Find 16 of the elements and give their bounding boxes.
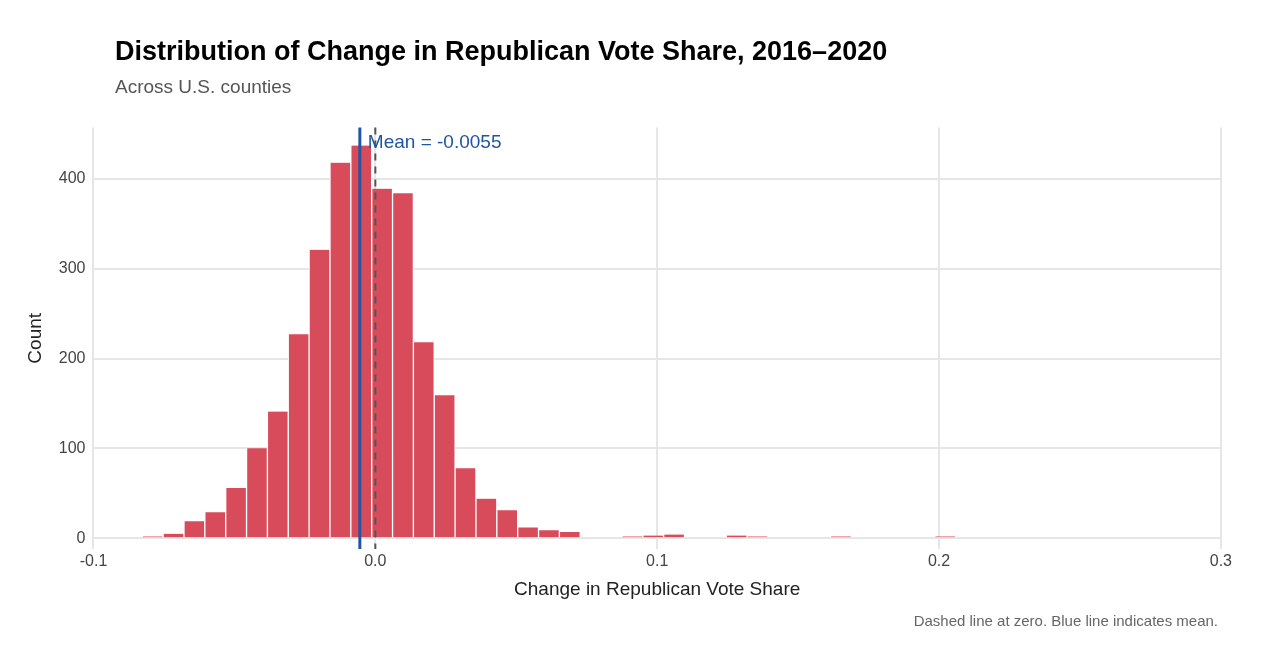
y-tick-label: 0	[76, 528, 86, 546]
x-tick-label: 0.2	[927, 552, 951, 570]
y-axis-title: Count	[23, 312, 45, 364]
x-axis-title: Change in Republican Vote Share	[514, 577, 801, 599]
chart-title: Distribution of Change in Republican Vote Share, 2016–2020	[115, 36, 888, 67]
y-tick-label: 300	[58, 259, 86, 277]
x-tick-label: 0.0	[364, 552, 387, 570]
ref-line-label: Mean = -0.0055	[367, 131, 502, 153]
y-tick-label: 100	[58, 438, 86, 456]
x-tick-label: -0.1	[79, 552, 108, 570]
chart-subtitle: Across U.S. counties	[115, 76, 292, 98]
y-tick-label: 400	[58, 169, 86, 187]
x-tick-label: 0.3	[1209, 552, 1233, 570]
y-tick-label: 200	[58, 348, 86, 366]
x-tick-label: 0.1	[646, 552, 669, 570]
text: Dashed line at zero. Blue line indicates mean.	[913, 612, 1218, 629]
